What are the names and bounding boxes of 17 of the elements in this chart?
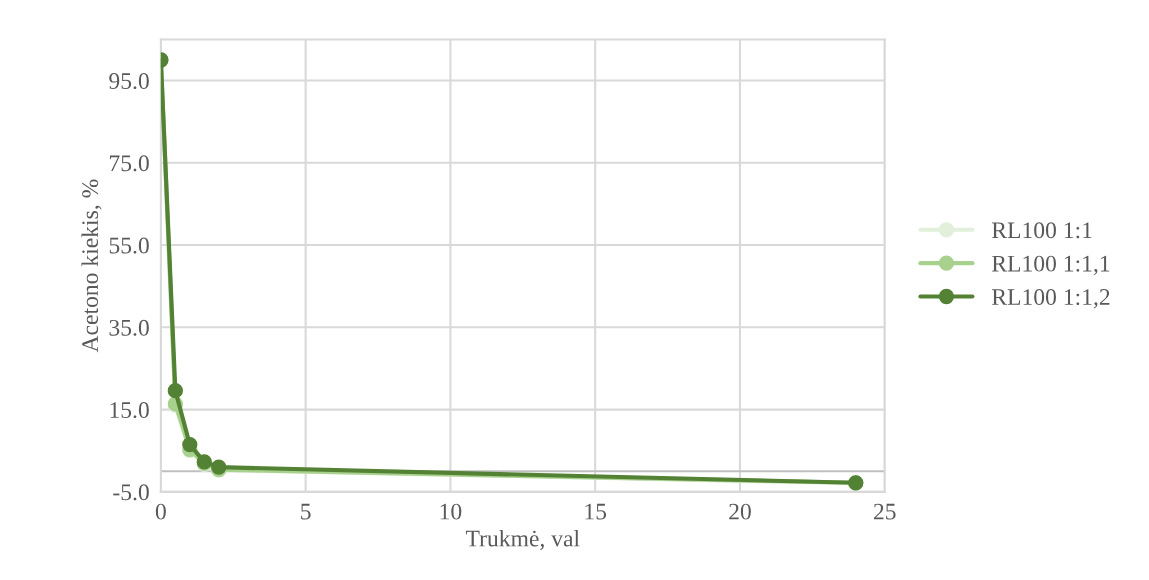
y-tick-label: 15.0 [110,402,149,419]
x-tick-label: 15 [585,503,607,520]
x-tick-label: 10 [440,503,462,520]
y-axis-title: Acetono kiekis, % [81,179,102,353]
x-tick-label: 5 [301,503,311,520]
y-tick-label: 55.0 [109,237,149,254]
legend-label: RL100 1:1 [991,222,1092,239]
x-tick-label: 25 [873,503,896,520]
x-tick-label: 20 [729,503,751,520]
y-tick-label: 35.0 [109,319,149,336]
legend-label: RL100 1:1,2 [991,289,1110,309]
y-tick-label: 95.0 [109,73,149,90]
x-axis-title: Trukmė, val [465,529,580,550]
x-tick-label: 0 [155,503,166,520]
y-tick-label: -5.0 [113,484,149,501]
legend-label: RL100 1:1,1 [991,255,1110,276]
y-tick-label: 75.0 [109,155,149,172]
